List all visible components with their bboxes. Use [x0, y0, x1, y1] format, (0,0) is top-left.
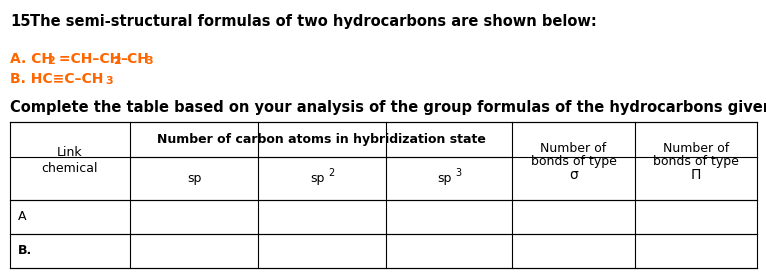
Text: Number of: Number of: [663, 142, 729, 155]
Text: –CH: –CH: [120, 52, 149, 66]
Text: bonds of type: bonds of type: [653, 155, 739, 169]
Text: B.: B.: [18, 245, 32, 258]
Text: =CH–CH: =CH–CH: [54, 52, 121, 66]
Text: A. CH: A. CH: [10, 52, 53, 66]
Text: 3: 3: [455, 169, 461, 179]
Text: sp: sp: [437, 172, 451, 185]
Text: The semi-structural formulas of two hydrocarbons are shown below:: The semi-structural formulas of two hydr…: [30, 14, 597, 29]
Text: 3: 3: [145, 56, 152, 66]
Text: 2: 2: [47, 56, 54, 66]
Text: sp: sp: [309, 172, 324, 185]
Text: A: A: [18, 211, 27, 224]
Text: bonds of type: bonds of type: [531, 155, 617, 169]
Text: chemical: chemical: [42, 163, 98, 176]
Text: Number of carbon atoms in hybridization state: Number of carbon atoms in hybridization …: [156, 133, 486, 146]
Text: sp: sp: [187, 172, 201, 185]
Text: σ: σ: [569, 168, 578, 182]
Text: 3: 3: [105, 76, 113, 86]
Text: B. HC≡C–CH: B. HC≡C–CH: [10, 72, 103, 86]
Text: 15: 15: [10, 14, 31, 29]
Text: Number of: Number of: [540, 142, 607, 155]
Text: Π: Π: [691, 168, 701, 182]
Text: Complete the table based on your analysis of the group formulas of the hydrocarb: Complete the table based on your analysi…: [10, 100, 766, 115]
Text: 2: 2: [328, 169, 334, 179]
Text: 2: 2: [113, 56, 121, 66]
Text: Link: Link: [57, 147, 83, 160]
